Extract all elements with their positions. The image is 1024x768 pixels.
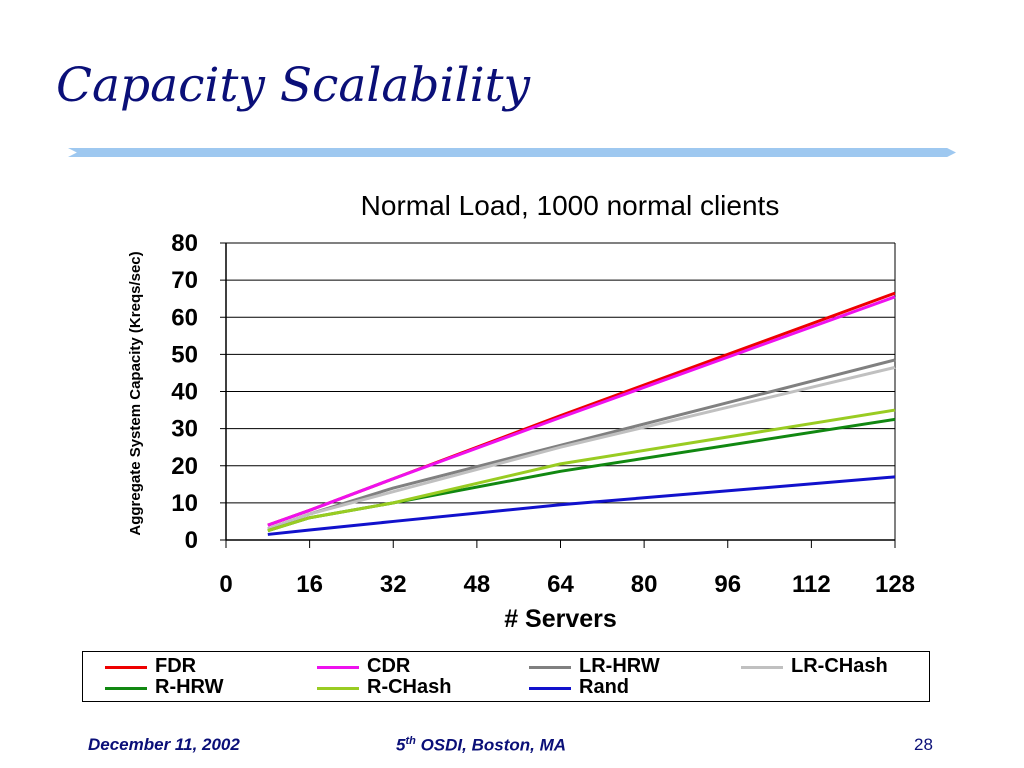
legend-swatch	[317, 666, 359, 669]
series-line-lr-chash	[267, 365, 896, 531]
legend-swatch	[317, 687, 359, 690]
chart-title: Normal Load, 1000 normal clients	[360, 190, 780, 221]
x-tick-label: 32	[380, 571, 407, 598]
legend-label: R-HRW	[155, 676, 224, 698]
x-tick-label: 128	[875, 571, 915, 598]
chart-legend: FDR CDR LR-HRW LR-CHash R-HRW R-CHash Rand	[82, 651, 930, 702]
series-line-rand	[267, 475, 896, 536]
legend-swatch	[105, 666, 147, 669]
series-line-r-chash	[267, 408, 896, 533]
y-tick-label: 20	[171, 453, 198, 480]
x-tick-label: 112	[792, 571, 831, 598]
legend-label: R-CHash	[367, 676, 452, 698]
legend-swatch	[105, 687, 147, 690]
footer-conference: 5th OSDI, Boston, MA	[396, 735, 566, 756]
legend-label: CDR	[367, 655, 411, 677]
y-tick-label: 30	[171, 416, 198, 443]
legend-label: LR-HRW	[579, 655, 660, 677]
x-tick-label: 16	[296, 571, 323, 598]
legend-label: FDR	[155, 655, 197, 677]
y-tick-label: 80	[171, 230, 198, 257]
y-axis-label: Aggregate System Capacity (Kreqs/sec)	[127, 251, 144, 535]
x-tick-label: 96	[714, 571, 741, 598]
slide-title: Capacity Scalability	[56, 58, 531, 113]
legend-label: LR-CHash	[791, 655, 888, 677]
page-number: 28	[914, 735, 933, 754]
x-tick-label: 48	[464, 571, 491, 598]
footer-date: December 11, 2002	[88, 735, 240, 754]
x-tick-label: 0	[219, 571, 232, 598]
y-tick-label: 40	[171, 379, 198, 406]
y-tick-label: 50	[171, 341, 198, 368]
footer-conf-text: OSDI, Boston, MA	[415, 735, 567, 755]
x-tick-label: 80	[631, 571, 658, 598]
series-line-r-hrw	[267, 417, 896, 533]
y-tick-label: 10	[171, 490, 198, 517]
footer-conf-number: 5	[396, 735, 406, 755]
series-line-cdr	[267, 295, 896, 527]
footer-conf-superscript: th	[405, 735, 416, 747]
legend-label: Rand	[579, 676, 629, 698]
title-divider	[68, 148, 956, 157]
y-tick-label: 60	[171, 304, 198, 331]
y-tick-label: 70	[171, 267, 198, 294]
legend-swatch	[529, 666, 571, 669]
legend-swatch	[529, 687, 571, 690]
x-tick-label: 64	[547, 571, 574, 598]
x-axis-label: # Servers	[504, 605, 617, 633]
legend-swatch	[741, 666, 783, 669]
y-tick-label: 0	[185, 527, 198, 554]
